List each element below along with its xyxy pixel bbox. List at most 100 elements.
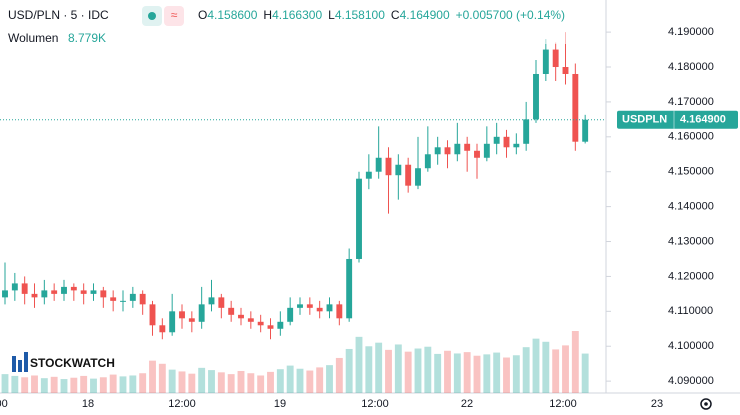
- candle-body: [444, 147, 451, 155]
- volume-bar: [276, 369, 284, 393]
- ohlc-part: 4.158600: [207, 8, 257, 22]
- volume-bar: [286, 365, 294, 393]
- volume-bar: [1, 374, 9, 393]
- volume-bar: [532, 338, 540, 393]
- last-price-symbol: USDPLN: [622, 114, 667, 126]
- y-tick-label: 4.120000: [668, 270, 714, 282]
- volume-bar: [109, 374, 117, 393]
- candle-body: [365, 171, 372, 179]
- settings-icon[interactable]: [700, 398, 712, 410]
- logo-bar: [24, 352, 28, 372]
- volume-bar: [129, 375, 137, 393]
- candle-body: [247, 318, 254, 322]
- volume-bar: [453, 353, 461, 393]
- y-tick-label: 4.180000: [668, 61, 714, 73]
- candle-body: [405, 164, 412, 186]
- candle-body: [31, 293, 38, 298]
- header: USD/PLN · 5 · IDC ≈ O4.158600 H4.166300 L4…: [0, 4, 600, 45]
- volume-bar: [335, 357, 343, 393]
- candle-body: [61, 286, 67, 294]
- logo-text: STOCKWATCH: [30, 356, 115, 370]
- volume-bar: [562, 345, 569, 393]
- candle-body: [483, 143, 490, 158]
- candle-body: [336, 304, 343, 319]
- logo-bar: [12, 356, 16, 372]
- candle-body: [356, 178, 362, 259]
- volume-bar: [31, 375, 38, 393]
- volume-bar: [552, 349, 560, 393]
- candle-body: [11, 283, 18, 291]
- volume-bar: [90, 378, 97, 393]
- volume-bar: [385, 349, 392, 393]
- volume-bar: [404, 351, 412, 393]
- volume-bar: [227, 374, 235, 393]
- candle-body: [503, 136, 510, 148]
- candle-body: [464, 143, 471, 151]
- volume-bar: [306, 370, 314, 393]
- volume-bar: [345, 348, 353, 393]
- volume-bar: [326, 365, 333, 393]
- volume-bar: [50, 376, 58, 393]
- ohlc-part: H: [263, 8, 272, 22]
- candle-body: [474, 150, 480, 158]
- volume-bar: [198, 367, 206, 393]
- volume-bar: [60, 379, 68, 393]
- candle-body: [424, 154, 431, 169]
- ohlc: O4.158600 H4.166300 L4.158100 C4.164900 +0.0…: [198, 8, 565, 22]
- logo: STOCKWATCH: [12, 352, 115, 372]
- candle-body: [552, 49, 559, 68]
- ohlc-part: C: [391, 8, 400, 22]
- last-price-label: 4.164900: [680, 114, 726, 126]
- candle-body: [218, 297, 225, 308]
- ohlc-part: O: [198, 8, 207, 22]
- x-tick-label: 12:00: [168, 398, 196, 410]
- candle-body: [208, 297, 215, 305]
- candle-body: [267, 325, 274, 329]
- volume-bar: [522, 347, 530, 393]
- candle-body: [41, 290, 48, 298]
- y-tick-label: 4.190000: [668, 26, 714, 38]
- volume-bar: [434, 353, 442, 393]
- volume-bar: [80, 375, 88, 393]
- candle-body: [326, 304, 333, 312]
- y-tick-label: 4.170000: [668, 96, 714, 108]
- candle-body: [316, 307, 323, 312]
- settings-icon-center: [704, 402, 708, 406]
- candle-body: [159, 325, 166, 333]
- ohlc-part: 4.158100: [335, 8, 385, 22]
- volume-bar: [149, 360, 156, 393]
- badge[interactable]: [164, 6, 184, 26]
- volume-bar: [503, 357, 510, 393]
- volume-value: 8.779K: [68, 31, 106, 45]
- volume-bar: [424, 346, 432, 393]
- logo-bar: [18, 360, 22, 372]
- last-price-box: [617, 110, 738, 129]
- volume-bar: [512, 355, 520, 393]
- candle-body: [257, 321, 264, 326]
- ohlc-part: L: [328, 8, 335, 22]
- volume-bar: [217, 372, 225, 393]
- candle-body: [228, 307, 235, 315]
- volume-bar: [178, 371, 186, 393]
- x-tick-label: 12:00: [361, 398, 389, 410]
- x-tick-label: 23: [651, 398, 663, 410]
- volume-bar: [542, 341, 550, 393]
- badge-dot: [148, 12, 156, 20]
- candle-body: [149, 304, 156, 326]
- volume-bar: [21, 377, 29, 393]
- y-tick-label: 4.150000: [668, 166, 714, 178]
- volume-bar: [483, 354, 491, 393]
- volume-bar: [158, 363, 166, 393]
- candle-body: [51, 290, 58, 294]
- candle-body: [188, 318, 195, 322]
- settings[interactable]: [700, 398, 712, 410]
- volume-bar: [11, 375, 19, 393]
- y-tick-label: 4.160000: [668, 131, 714, 143]
- candle-body: [120, 300, 126, 302]
- candle-body: [169, 311, 176, 333]
- y-tick-label: 4.100000: [668, 340, 714, 352]
- candle-body: [385, 157, 392, 176]
- candle-body: [238, 314, 244, 319]
- candle-body: [306, 304, 313, 308]
